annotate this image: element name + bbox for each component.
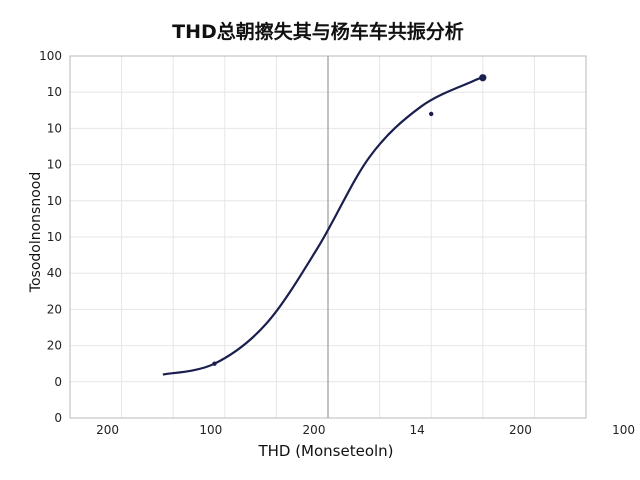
y-tick-label: 0 xyxy=(54,375,62,389)
series-line xyxy=(162,76,484,376)
x-tick-label: 100 xyxy=(612,423,635,437)
x-tick-label: 200 xyxy=(303,423,326,437)
x-axis-label: THD (Monseteoln) xyxy=(257,442,393,460)
y-tick-label: 10 xyxy=(47,121,62,135)
y-tick-label: 10 xyxy=(47,194,62,208)
y-tick-label: 10 xyxy=(47,85,62,99)
data-point xyxy=(212,361,217,366)
x-tick-label: 200 xyxy=(509,423,532,437)
x-tick-label: 100 xyxy=(199,423,222,437)
data-point xyxy=(479,74,487,82)
y-tick-labels: 100 10 10 10 10 10 40 20 20 0 0 xyxy=(39,49,62,425)
y-tick-label: 20 xyxy=(47,302,62,316)
chart-title: THD总朝擦失其与杨车车共振分析 xyxy=(172,20,464,43)
y-tick-label: 40 xyxy=(47,266,62,280)
y-tick-label: 10 xyxy=(47,158,62,172)
x-tick-label: 14 xyxy=(410,423,425,437)
y-tick-label: 10 xyxy=(47,230,62,244)
y-axis-label: Tosodolnonsnood xyxy=(28,172,44,293)
y-tick-label: 20 xyxy=(47,339,62,353)
series-markers xyxy=(212,74,487,366)
x-tick-label: 200 xyxy=(96,423,119,437)
y-tick-label: 100 xyxy=(39,49,62,63)
y-tick-label: 0 xyxy=(54,411,62,425)
x-tick-labels: 200 100 200 14 200 100 xyxy=(96,423,635,437)
data-point xyxy=(429,111,434,117)
